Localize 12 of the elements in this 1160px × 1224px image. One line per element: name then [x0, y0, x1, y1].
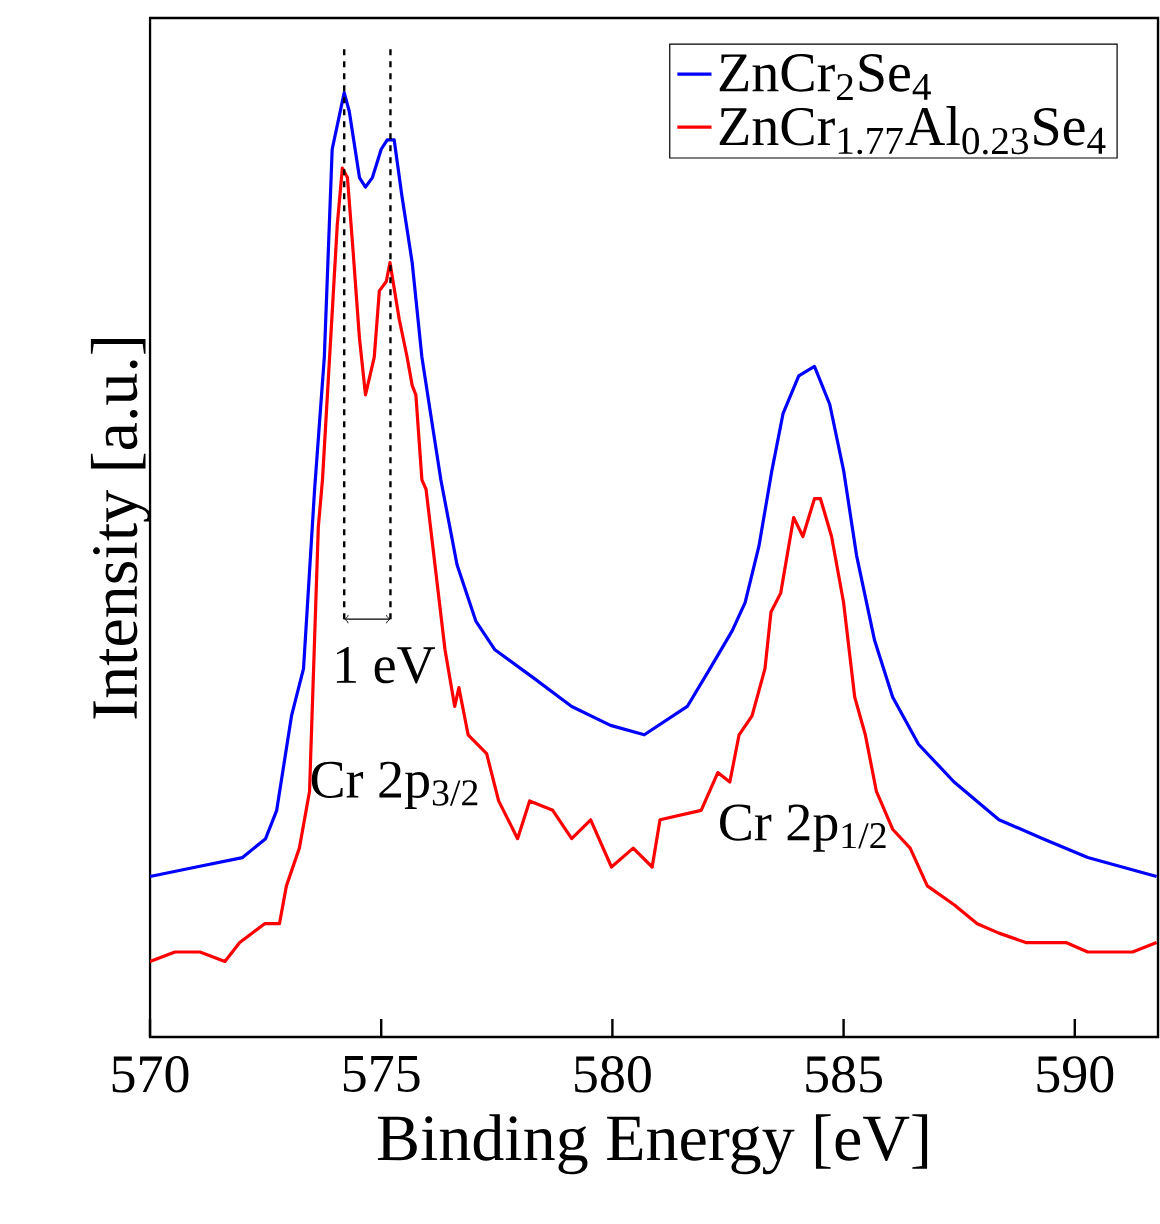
annotation: Cr 2p$_{3/2}$ [311, 761, 478, 809]
annotation: 1 eV [336, 647, 435, 684]
x-tick-label: 570 [112, 1056, 189, 1093]
x-tick-label: 575 [343, 1056, 420, 1092]
x-tick-label: 580 [575, 1056, 651, 1093]
x-axis-title: Binding Energy [eV] [377, 1114, 928, 1175]
x-tick-label: 585 [806, 1056, 882, 1093]
x-tick-label: 590 [1037, 1056, 1114, 1093]
legend-label: ZnCr$_{1.77}$Al$_{0.23}$Se$_{4}$ [719, 106, 1106, 155]
y-axis-title: Intensity [a.u.] [90, 339, 151, 719]
annotation: Cr 2p$_{1/2}$ [720, 804, 886, 852]
legend-label: ZnCr$_{2}$Se$_{4}$ [719, 54, 931, 100]
